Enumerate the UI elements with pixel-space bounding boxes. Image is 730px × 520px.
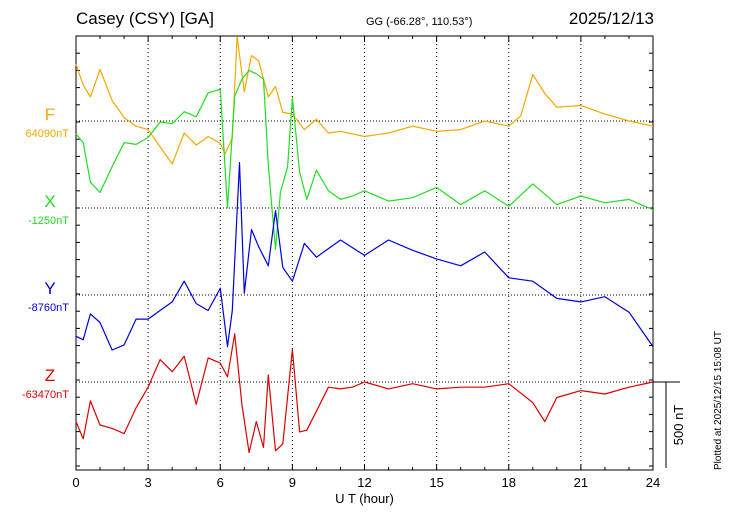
geographic-coordinates: GG (-66.28°, 110.53°) — [366, 16, 473, 28]
component-label-z: Z — [45, 366, 55, 385]
axis-labels: 0 3 6 9 12 15 18 21 24 U T (hour) F 64090nT X -1250nT… — [22, 105, 686, 506]
x-tick-label: 0 — [72, 475, 79, 490]
station-title: Casey (CSY) [GA] — [76, 9, 214, 28]
scale-bar-label: 500 nT — [671, 405, 686, 446]
series-line-y — [75, 162, 654, 351]
baseline-label-x: -1250nT — [28, 215, 69, 227]
component-label-f: F — [45, 105, 55, 124]
x-axis-label: U T (hour) — [335, 491, 394, 506]
component-label-x: X — [44, 192, 55, 211]
x-tick-label: 6 — [217, 475, 224, 490]
x-tick-label: 12 — [357, 475, 371, 490]
series-line-f — [75, 36, 654, 165]
baseline-label-y: -8760nT — [28, 302, 69, 314]
plot-date: 2025/12/13 — [568, 9, 654, 28]
x-tick-label: 18 — [502, 475, 516, 490]
x-tick-label: 3 — [145, 475, 152, 490]
x-tick-label: 15 — [429, 475, 443, 490]
x-tick-label: 24 — [646, 475, 660, 490]
series-lines — [75, 36, 654, 454]
baseline-label-f: 64090nT — [26, 128, 70, 140]
plot-frame — [75, 35, 680, 471]
baseline-label-z: -63470nT — [22, 389, 69, 401]
grid-lines — [76, 36, 653, 470]
series-line-x — [75, 69, 654, 250]
component-label-y: Y — [44, 279, 55, 298]
x-tick-label: 21 — [574, 475, 588, 490]
x-tick-label: 9 — [289, 475, 296, 490]
series-line-z — [75, 333, 654, 454]
